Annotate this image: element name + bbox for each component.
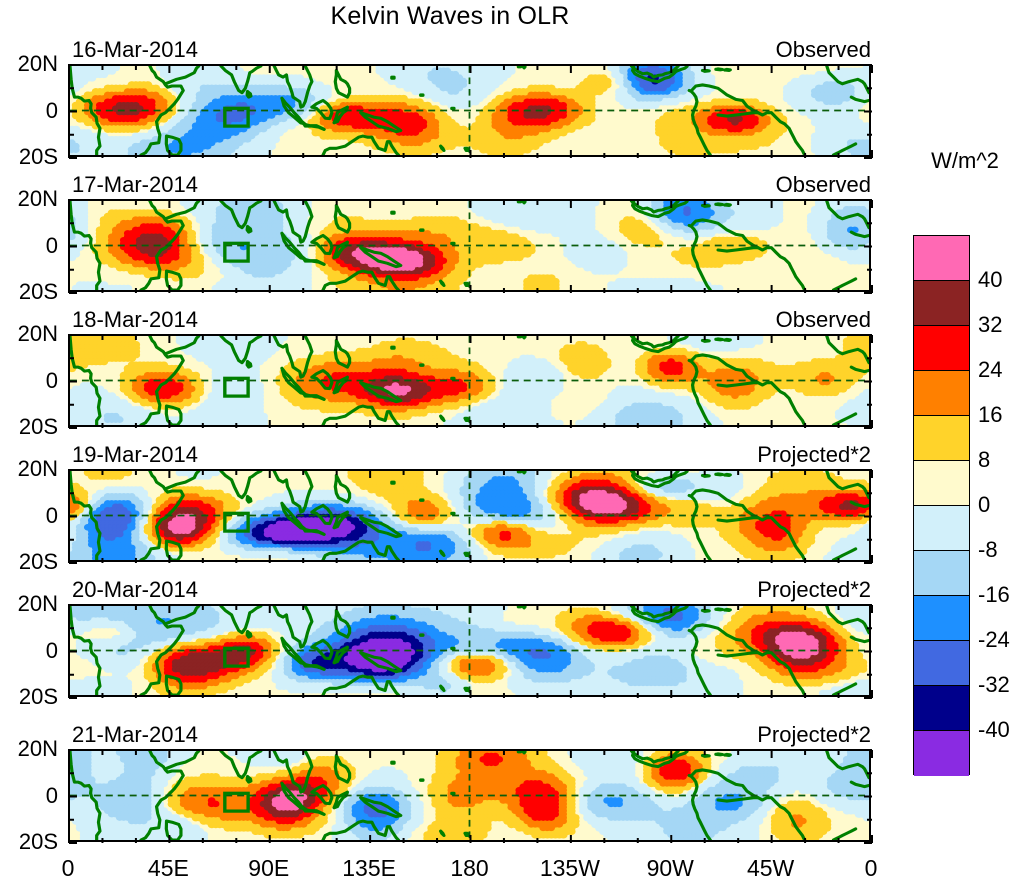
x-tick-label: 0 [865, 855, 878, 882]
y-tick-label: 20N [0, 321, 58, 347]
y-tick-label: 0 [0, 233, 58, 259]
map-contour-field [70, 606, 869, 695]
colorbar-tick-label: 8 [978, 447, 990, 473]
x-tick-label: 180 [450, 855, 488, 882]
colorbar-band [914, 596, 969, 641]
y-tick-label: 20S [0, 414, 58, 440]
colorbar-tick-label: -16 [978, 582, 1010, 608]
panel-row: 16-Mar-2014 Observed 20N 0 20S [0, 37, 1021, 169]
map-panel[interactable] [68, 334, 871, 427]
study-box-marker [223, 106, 250, 128]
panel-kind-label: Observed [776, 37, 871, 63]
colorbar-tick-label: 32 [978, 312, 1002, 338]
colorbar-band [914, 641, 969, 686]
colorbar-band [914, 416, 969, 461]
coastline-layer [70, 751, 869, 840]
colorbar-tick-label: -8 [978, 537, 998, 563]
map-panel[interactable] [68, 749, 871, 842]
panel-kind-label: Projected*2 [757, 577, 871, 603]
y-tick-label: 20N [0, 456, 58, 482]
colorbar-band [914, 236, 969, 281]
colorbar-band [914, 551, 969, 596]
colorbar-tick-label: 16 [978, 402, 1002, 428]
panel-date-label: 19-Mar-2014 [72, 442, 198, 468]
colorbar-band [914, 506, 969, 551]
colorbar-band [914, 461, 969, 506]
colorbar-tick-label: 40 [978, 267, 1002, 293]
panel-row: 19-Mar-2014 Projected*2 20N 0 20S [0, 442, 1021, 574]
y-tick-label: 0 [0, 638, 58, 664]
panel-date-label: 18-Mar-2014 [72, 307, 198, 333]
panel-date-label: 16-Mar-2014 [72, 37, 198, 63]
coastline-layer [70, 336, 869, 425]
map-panel[interactable] [68, 469, 871, 562]
map-panel[interactable] [68, 199, 871, 292]
colorbar-band [914, 731, 969, 776]
colorbar-band [914, 371, 969, 416]
colorbar-unit-label: W/m^2 [905, 148, 1021, 174]
colorbar-tick-label: -32 [978, 672, 1010, 698]
y-tick-label: 20S [0, 144, 58, 170]
x-tick-label: 0 [62, 855, 75, 882]
colorbar-band [914, 326, 969, 371]
x-tick-label: 90E [248, 855, 289, 882]
colorbar-tick-label: -40 [978, 717, 1010, 743]
panel-date-label: 17-Mar-2014 [72, 172, 198, 198]
map-contour-field [70, 201, 869, 290]
colorbar-band [914, 281, 969, 326]
colorbar[interactable] [913, 235, 970, 776]
coastline-layer [70, 606, 869, 695]
x-tick-label: 45E [148, 855, 189, 882]
colorbar-band [914, 686, 969, 731]
map-panel[interactable] [68, 64, 871, 157]
x-tick-label: 90W [647, 855, 694, 882]
map-panel[interactable] [68, 604, 871, 697]
colorbar-tick-label: 24 [978, 357, 1002, 383]
panel-row: 17-Mar-2014 Observed 20N 0 20S [0, 172, 1021, 304]
y-tick-label: 20S [0, 684, 58, 710]
y-tick-label: 0 [0, 98, 58, 124]
panel-date-label: 20-Mar-2014 [72, 577, 198, 603]
y-tick-label: 20N [0, 591, 58, 617]
panel-kind-label: Observed [776, 172, 871, 198]
colorbar-tick-label: 0 [978, 492, 990, 518]
panel-date-label: 21-Mar-2014 [72, 722, 198, 748]
page-title: Kelvin Waves in OLR [0, 2, 900, 31]
y-tick-label: 20N [0, 186, 58, 212]
y-tick-label: 20N [0, 51, 58, 77]
coastline-layer [70, 471, 869, 560]
map-contour-field [70, 66, 869, 155]
panel-row: 21-Mar-2014 Projected*2 20N 0 20S [0, 722, 1021, 854]
y-tick-label: 0 [0, 783, 58, 809]
panel-kind-label: Observed [776, 307, 871, 333]
coastline-layer [70, 201, 869, 290]
panel-row: 20-Mar-2014 Projected*2 20N 0 20S [0, 577, 1021, 709]
map-contour-field [70, 471, 869, 560]
panel-kind-label: Projected*2 [757, 722, 871, 748]
map-contour-field [70, 336, 869, 425]
y-tick-label: 20N [0, 736, 58, 762]
study-box-marker [223, 376, 250, 398]
y-tick-label: 20S [0, 829, 58, 855]
study-box-marker [223, 791, 250, 813]
study-box-marker [223, 646, 250, 668]
colorbar-tick-label: -24 [978, 627, 1010, 653]
y-tick-label: 20S [0, 279, 58, 305]
panel-row: 18-Mar-2014 Observed 20N 0 20S [0, 307, 1021, 439]
map-contour-field [70, 751, 869, 840]
panel-kind-label: Projected*2 [757, 442, 871, 468]
y-tick-label: 0 [0, 503, 58, 529]
x-tick-label: 135W [540, 855, 600, 882]
y-tick-label: 20S [0, 549, 58, 575]
y-tick-label: 0 [0, 368, 58, 394]
study-box-marker [223, 511, 250, 533]
x-tick-label: 135E [342, 855, 396, 882]
study-box-marker [223, 241, 250, 263]
x-axis: 0 45E 90E 135E 180 135W 90W 45W 0 [62, 855, 878, 885]
x-tick-label: 45W [747, 855, 794, 882]
coastline-layer [70, 66, 869, 155]
